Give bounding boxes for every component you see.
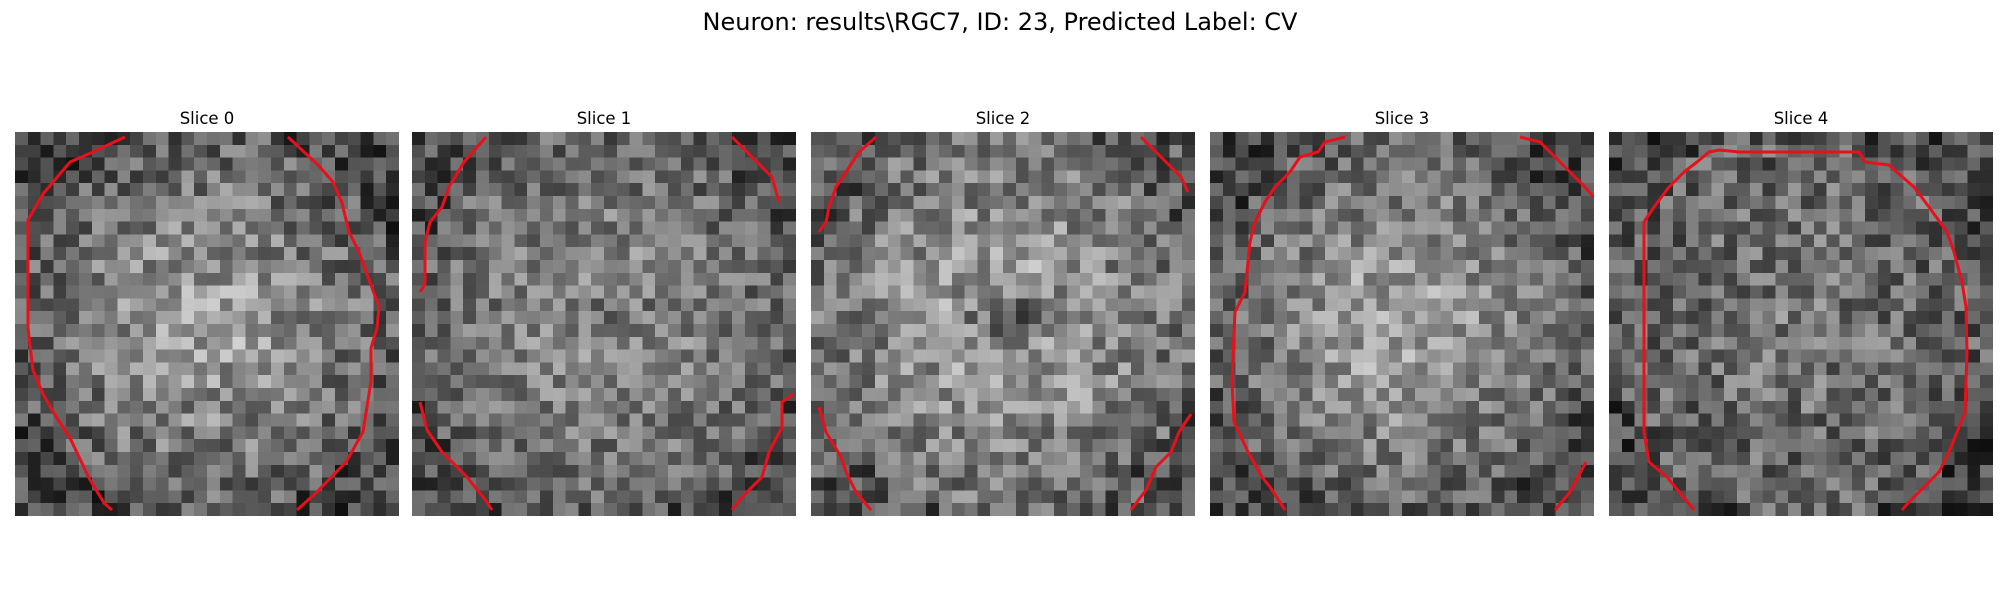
cell-contour-line xyxy=(1139,135,1190,193)
cell-contour-line xyxy=(1553,461,1588,511)
slice-panel-3: Slice 3 xyxy=(1210,108,1594,516)
cell-contour-line xyxy=(1642,148,1969,511)
slice-title: Slice 3 xyxy=(1374,109,1430,128)
slice-panel-2: Slice 2 xyxy=(811,108,1195,516)
slice-title: Slice 1 xyxy=(576,109,632,128)
cell-contour-line xyxy=(1519,135,1594,199)
cell-contour-line xyxy=(418,136,488,293)
grayscale-slice xyxy=(1210,132,1594,516)
cell-contour-line xyxy=(1129,413,1193,511)
contour-overlay xyxy=(817,135,1193,511)
contour-overlay xyxy=(26,135,381,512)
slice-title: Slice 2 xyxy=(975,109,1031,128)
slice-title: Slice 4 xyxy=(1773,109,1829,128)
cell-contour-line xyxy=(730,135,781,203)
grayscale-slice xyxy=(811,132,1195,516)
slice-panel-1: Slice 1 xyxy=(412,108,796,516)
cell-contour-line xyxy=(730,392,795,511)
slice-image xyxy=(412,132,796,516)
contour-overlay xyxy=(1230,135,1594,511)
cell-contour-line xyxy=(817,406,873,511)
contour-overlay xyxy=(418,135,795,511)
slice-title: Slice 0 xyxy=(179,109,235,128)
cell-contour-line xyxy=(26,135,126,512)
slice-panel-4: Slice 4 xyxy=(1609,108,1993,516)
grayscale-slice xyxy=(15,132,399,516)
slice-panel-0: Slice 0 xyxy=(15,108,399,516)
grayscale-slice xyxy=(412,132,796,516)
cell-contour-line xyxy=(817,135,877,233)
grayscale-slice xyxy=(1609,132,1993,516)
cell-contour-line xyxy=(1230,135,1346,511)
slice-image xyxy=(811,132,1195,516)
slice-image xyxy=(1609,132,1993,516)
cell-contour-line xyxy=(418,401,494,511)
figure-title: Neuron: results\RGC7, ID: 23, Predicted … xyxy=(702,8,1298,36)
slice-image xyxy=(1210,132,1594,516)
cell-contour-line xyxy=(286,135,381,512)
slice-image xyxy=(15,132,399,516)
contour-overlay xyxy=(1642,148,1969,511)
